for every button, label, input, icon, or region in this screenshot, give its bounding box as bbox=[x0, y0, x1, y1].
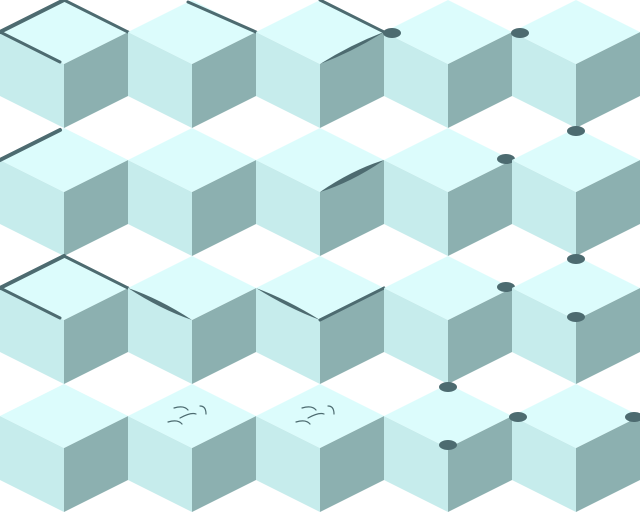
tile-corner-notch bbox=[497, 282, 515, 292]
cube-tile[interactable] bbox=[384, 128, 515, 256]
tile-scratch bbox=[167, 420, 183, 425]
cube-tile[interactable] bbox=[511, 0, 640, 128]
tile-corner-notch bbox=[383, 28, 401, 38]
tile-corner-notch bbox=[511, 28, 529, 38]
tile-corner-notch bbox=[625, 412, 640, 422]
cube-tile[interactable] bbox=[128, 256, 256, 384]
tile-edge-mark bbox=[0, 30, 62, 64]
cube-tile[interactable] bbox=[256, 0, 386, 128]
cube-tile[interactable] bbox=[256, 256, 386, 384]
tile-edge-mark bbox=[318, 0, 386, 34]
cube-top-face bbox=[512, 384, 640, 448]
cube-tile[interactable] bbox=[384, 256, 515, 384]
cube-tile[interactable] bbox=[128, 128, 256, 256]
tile-edge-mark bbox=[62, 0, 130, 34]
cube-top-face bbox=[384, 0, 512, 64]
tile-corner-notch bbox=[439, 382, 457, 392]
tile-scratch bbox=[307, 412, 325, 419]
cube-top-face bbox=[128, 384, 256, 448]
cube-tile[interactable] bbox=[256, 384, 384, 512]
tile-scratch bbox=[301, 406, 317, 411]
tile-scratch bbox=[295, 420, 311, 425]
tile-scratch bbox=[199, 405, 207, 415]
tile-edge-mark bbox=[0, 128, 62, 162]
tile-corner-notch bbox=[567, 312, 585, 322]
tile-edge-mark bbox=[318, 286, 386, 322]
cube-tile[interactable] bbox=[0, 128, 128, 256]
tile-edge-ribbon bbox=[320, 32, 384, 64]
cube-top-face bbox=[512, 128, 640, 192]
cube-top-face bbox=[384, 128, 512, 192]
tile-corner-notch bbox=[439, 440, 457, 450]
cube-top-face bbox=[384, 384, 512, 448]
cube-top-face bbox=[128, 128, 256, 192]
cube-tile[interactable] bbox=[509, 384, 640, 512]
tile-edge-mark bbox=[0, 254, 66, 290]
tile-edge-mark bbox=[62, 254, 130, 290]
cube-tile[interactable] bbox=[128, 384, 256, 512]
tile-scratch bbox=[173, 406, 189, 411]
tile-edge-mark bbox=[0, 0, 66, 34]
tile-edge-ribbon bbox=[320, 160, 384, 192]
tile-edge-mark bbox=[186, 0, 258, 34]
cube-top-face bbox=[512, 256, 640, 320]
cube-tile[interactable] bbox=[256, 128, 384, 256]
cube-tile[interactable] bbox=[383, 0, 512, 128]
tile-edge-mark bbox=[0, 286, 62, 320]
tile-corner-notch bbox=[497, 154, 515, 164]
cube-top-face bbox=[512, 0, 640, 64]
cube-top-face bbox=[384, 256, 512, 320]
cube-top-face bbox=[128, 0, 256, 64]
cube-tile[interactable] bbox=[512, 126, 640, 256]
cube-top-face bbox=[0, 384, 128, 448]
tile-edge-ribbon bbox=[128, 288, 192, 320]
tile-corner-notch bbox=[567, 126, 585, 136]
cube-tile[interactable] bbox=[0, 0, 130, 128]
cube-tile[interactable] bbox=[128, 0, 258, 128]
tile-scratch bbox=[179, 412, 197, 419]
tile-edge-ribbon bbox=[256, 288, 320, 320]
tile-corner-notch bbox=[567, 254, 585, 264]
tile-corner-notch bbox=[509, 412, 527, 422]
cube-tile[interactable] bbox=[0, 254, 130, 384]
cube-tile[interactable] bbox=[512, 254, 640, 384]
cube-tile[interactable] bbox=[0, 384, 128, 512]
tile-scratch bbox=[327, 405, 335, 415]
cube-top-face bbox=[256, 384, 384, 448]
cube-tile[interactable] bbox=[384, 382, 512, 512]
